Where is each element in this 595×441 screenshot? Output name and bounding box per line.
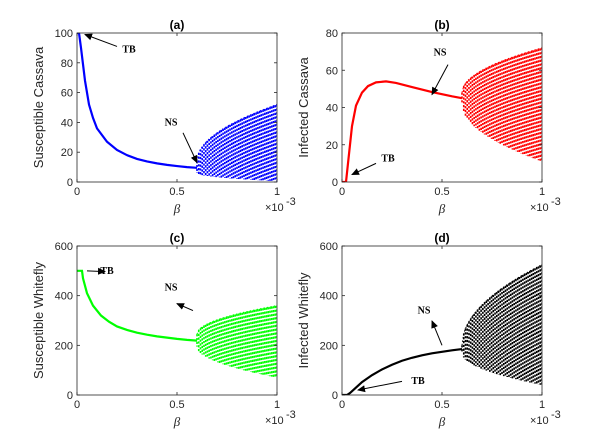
annotation-arrow bbox=[84, 33, 118, 47]
y-tick-label: 0 bbox=[332, 177, 338, 189]
annotation-arrow bbox=[351, 162, 377, 176]
x-tick-label: 0 bbox=[339, 186, 345, 198]
oscillation-band bbox=[461, 264, 542, 386]
annotation-label: TB bbox=[381, 154, 395, 165]
annotation-arrow bbox=[357, 380, 403, 393]
x-exponent-power: -3 bbox=[551, 196, 561, 208]
panel-0: 0 0.5 1 0 20 40 60 80 100 ×10 -3 β Susceptible Cassa… bbox=[31, 18, 296, 216]
annotation-label: TB bbox=[100, 266, 114, 277]
x-exponent-power: -3 bbox=[286, 409, 296, 421]
equilibrium-curve bbox=[77, 33, 198, 169]
equilibrium-curve bbox=[342, 80, 463, 182]
annotation-label: NS bbox=[418, 306, 431, 317]
y-axis-label: Infected Whitefly bbox=[296, 272, 311, 369]
equilibrium-curve bbox=[342, 347, 463, 395]
x-axis-label: β bbox=[173, 414, 181, 429]
x-axis-label: β bbox=[173, 201, 181, 216]
y-axis-label: Susceptible Cassava bbox=[31, 46, 46, 168]
x-exponent: ×10 bbox=[265, 202, 284, 214]
panel-title: (d) bbox=[434, 231, 449, 245]
y-tick-label: 20 bbox=[326, 140, 338, 152]
oscillation-band bbox=[196, 305, 277, 378]
x-exponent: ×10 bbox=[265, 415, 284, 427]
y-tick-label: 400 bbox=[55, 291, 73, 303]
y-tick-label: 100 bbox=[55, 28, 73, 40]
x-tick-label: 1 bbox=[274, 399, 280, 411]
annotation-label: TB bbox=[122, 44, 136, 55]
annotation-arrow bbox=[431, 320, 443, 346]
x-axis-label: β bbox=[438, 201, 446, 216]
panel-title: (b) bbox=[434, 18, 449, 32]
x-tick-label: 0 bbox=[339, 399, 345, 411]
y-tick-label: 200 bbox=[320, 340, 338, 352]
y-tick-label: 0 bbox=[67, 390, 73, 402]
annotation-label: NS bbox=[434, 47, 447, 58]
y-tick-label: 80 bbox=[61, 58, 73, 70]
y-tick-label: 40 bbox=[61, 117, 73, 129]
y-tick-label: 60 bbox=[61, 88, 73, 100]
y-tick-label: 0 bbox=[332, 390, 338, 402]
y-tick-label: 200 bbox=[55, 340, 73, 352]
x-tick-label: 1 bbox=[274, 186, 280, 198]
annotation-label: TB bbox=[411, 376, 425, 387]
x-tick-label: 0.5 bbox=[434, 399, 449, 411]
y-tick-label: 400 bbox=[320, 291, 338, 303]
y-tick-label: 40 bbox=[326, 103, 338, 115]
x-tick-label: 0.5 bbox=[434, 186, 449, 198]
x-tick-label: 0 bbox=[74, 186, 80, 198]
panel-3: 0 0.5 1 0 200 400 600 ×10 -3 β Infected Whitefly (d… bbox=[296, 231, 561, 429]
y-tick-label: 600 bbox=[320, 241, 338, 253]
x-exponent-power: -3 bbox=[286, 196, 296, 208]
annotation-label: NS bbox=[165, 283, 178, 294]
x-axis-label: β bbox=[438, 414, 446, 429]
x-exponent-power: -3 bbox=[551, 409, 561, 421]
y-axis-label: Susceptible Whitefly bbox=[31, 261, 46, 379]
x-exponent: ×10 bbox=[530, 202, 549, 214]
annotation-label: NS bbox=[165, 117, 178, 128]
x-tick-label: 0.5 bbox=[169, 186, 184, 198]
y-tick-label: 80 bbox=[326, 28, 338, 40]
y-tick-label: 60 bbox=[326, 65, 338, 77]
y-axis-label: Infected Cassava bbox=[296, 57, 311, 158]
panel-1: 0 0.5 1 0 20 40 60 80 ×10 -3 β Infected Cassava (b) T… bbox=[296, 18, 561, 216]
y-tick-label: 0 bbox=[67, 177, 73, 189]
oscillation-band bbox=[196, 104, 277, 182]
annotation-arrow bbox=[176, 303, 194, 312]
panel-title: (c) bbox=[170, 231, 185, 245]
oscillation-band bbox=[461, 47, 542, 162]
x-tick-label: 0.5 bbox=[169, 399, 184, 411]
y-tick-label: 600 bbox=[55, 241, 73, 253]
y-tick-label: 20 bbox=[61, 147, 73, 159]
panel-title: (a) bbox=[170, 18, 185, 32]
annotation-arrow bbox=[431, 64, 449, 96]
x-tick-label: 1 bbox=[539, 399, 545, 411]
annotation-arrow bbox=[86, 267, 106, 275]
panel-2: 0 0.5 1 0 200 400 600 ×10 -3 β Susceptible Whitefl… bbox=[31, 231, 296, 429]
x-tick-label: 0 bbox=[74, 399, 80, 411]
annotation-arrow bbox=[182, 132, 198, 164]
x-tick-label: 1 bbox=[539, 186, 545, 198]
x-exponent: ×10 bbox=[530, 415, 549, 427]
equilibrium-curve bbox=[77, 269, 198, 342]
